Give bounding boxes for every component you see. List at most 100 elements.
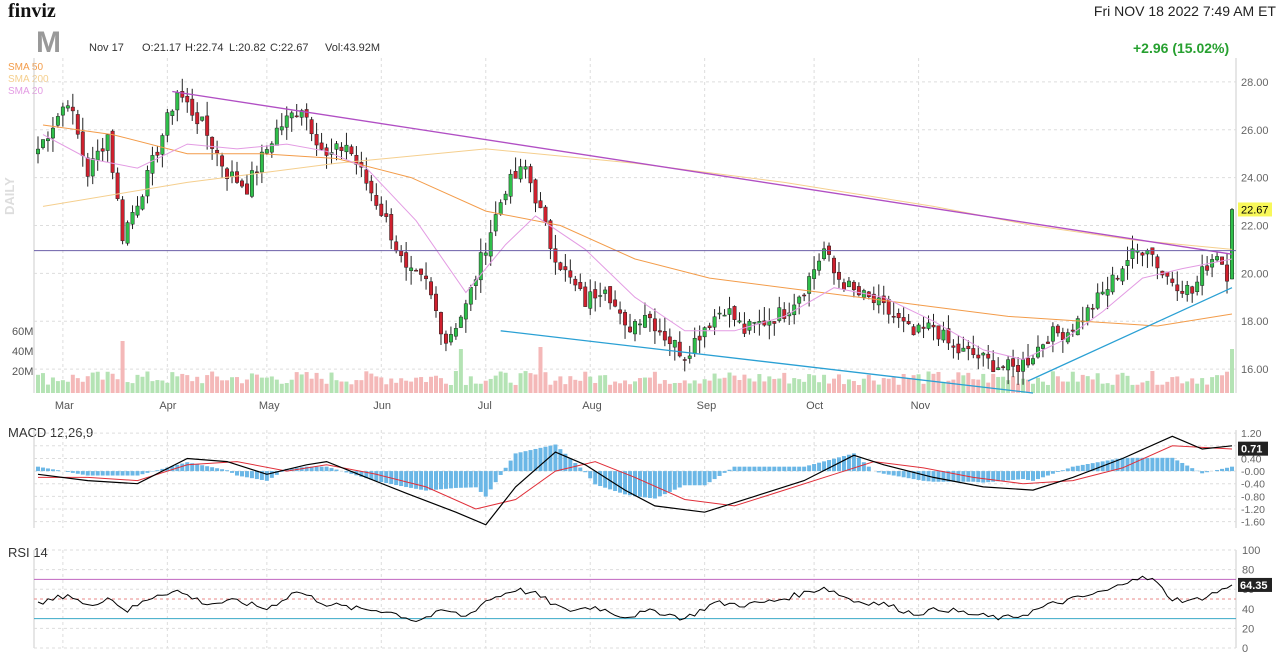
macd-histogram-bar (633, 471, 637, 497)
rsi-tick-label: 80 (1242, 565, 1254, 577)
candle-body (230, 171, 234, 177)
legend-sma20: SMA 20 (8, 86, 44, 97)
price-tick-label: 20.00 (1241, 268, 1269, 280)
macd-histogram-bar (986, 471, 991, 483)
macd-histogram-bar (846, 454, 851, 472)
volume-bar (75, 378, 80, 393)
volume-bar (642, 377, 647, 393)
macd-histogram-bar (802, 466, 807, 472)
price-tick-label: 26.00 (1241, 125, 1269, 137)
candle-body (448, 334, 453, 343)
candle-body (662, 331, 667, 341)
macd-histogram-bar (866, 466, 871, 472)
macd-histogram-bar (65, 471, 70, 472)
macd-histogram-bar (637, 471, 642, 497)
volume-bar (866, 374, 871, 393)
macd-histogram-bar (568, 458, 573, 472)
finviz-logo[interactable]: finviz (8, 0, 56, 22)
candle-body (344, 144, 349, 153)
volume-bar (1070, 371, 1075, 393)
candle-body (598, 295, 603, 297)
volume-bar (742, 374, 747, 393)
candle-body (573, 278, 578, 286)
volume-bar (1065, 381, 1070, 393)
volume-bar (1110, 384, 1115, 393)
macd-histogram-bar (528, 450, 533, 472)
volume-bar (45, 384, 50, 393)
volume-bar (1150, 371, 1155, 393)
candle-body (55, 116, 60, 126)
volume-bar (498, 371, 503, 393)
candle-body (832, 257, 836, 274)
candle-body (643, 315, 647, 328)
candle-body (896, 312, 901, 319)
candle-body (185, 95, 190, 103)
volume-bar (230, 377, 235, 393)
volume-bar (205, 375, 210, 393)
x-tick-label: Mar (55, 400, 74, 412)
volume-bar (60, 380, 65, 393)
macd-histogram-bar (165, 467, 170, 472)
candle-body (1115, 277, 1120, 280)
candle-body (752, 322, 757, 324)
x-tick-label: Jul (478, 400, 492, 412)
macd-histogram-bar (190, 463, 195, 472)
macd-histogram-bar (369, 471, 374, 480)
macd-histogram-bar (160, 468, 165, 472)
volume-bar (1001, 376, 1006, 393)
volume-bar (473, 383, 478, 393)
candle-body (259, 151, 264, 173)
macd-histogram-bar (379, 471, 384, 483)
macd-histogram-bar (548, 445, 553, 472)
rsi-tick-label: 20 (1242, 623, 1254, 635)
macd-histogram-bar (971, 471, 976, 482)
volume-bar (662, 380, 667, 393)
volume-bar (463, 384, 468, 393)
candle-body (1031, 358, 1035, 365)
x-tick-label: Aug (582, 400, 602, 412)
candle-body (657, 330, 662, 333)
candle-body (1195, 281, 1200, 292)
volume-bar (757, 374, 762, 393)
candle-body (458, 316, 463, 328)
volume-bar (1075, 381, 1080, 393)
volume-bar (1040, 381, 1045, 393)
candle-body (175, 92, 180, 111)
macd-histogram-bar (120, 471, 125, 476)
candle-body (150, 155, 155, 174)
price-tick-label: 16.00 (1241, 364, 1269, 376)
macd-histogram-bar (210, 467, 215, 472)
candle-body (145, 170, 150, 197)
volume-bar (633, 381, 637, 393)
macd-histogram-bar (1060, 470, 1065, 472)
macd-tick-label: -0.40 (1241, 479, 1265, 491)
macd-histogram-bar (573, 462, 578, 472)
candle-body (1190, 286, 1195, 294)
candle-body (85, 157, 90, 177)
macd-histogram-bar (682, 471, 687, 486)
volume-bar (518, 373, 523, 393)
candle-body (523, 166, 528, 170)
volume-bar (1195, 383, 1200, 393)
macd-histogram-bar (1140, 457, 1145, 472)
macd-histogram-bar (797, 466, 802, 472)
macd-histogram-bar (911, 471, 916, 480)
macd-histogram-bar (220, 469, 225, 472)
macd-histogram-bar (443, 471, 448, 489)
candle-body (732, 306, 737, 320)
volume-bar (453, 371, 458, 393)
candle-body (1090, 307, 1095, 310)
macd-histogram-bar (936, 471, 941, 482)
macd-line (37, 435, 1233, 526)
macd-histogram-bar (334, 469, 339, 472)
candle-body (1085, 307, 1090, 323)
candle-body (115, 172, 120, 199)
macd-histogram-bar (110, 471, 115, 476)
volume-bar (1145, 380, 1150, 393)
candle-body (936, 325, 941, 340)
macd-histogram-bar (1105, 460, 1110, 472)
volume-bar (657, 383, 662, 393)
volume-bar (956, 372, 961, 393)
volume-bar (364, 371, 369, 393)
